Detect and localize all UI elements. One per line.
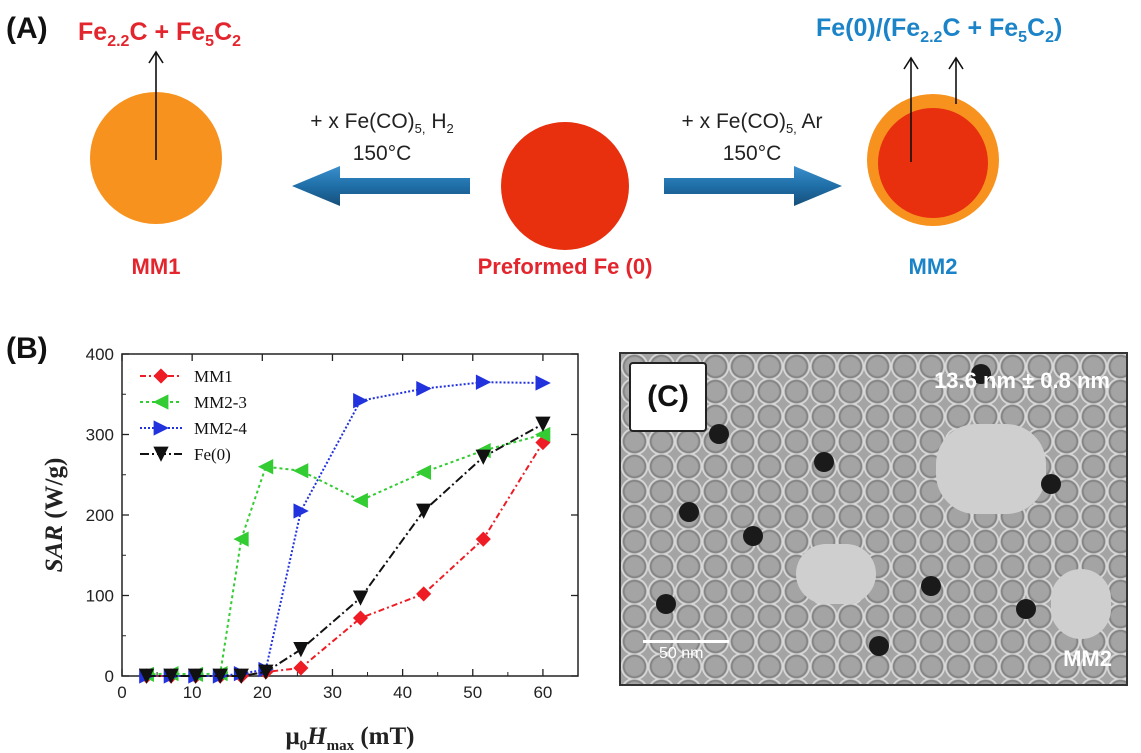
mm2-label: MM2 <box>908 254 958 279</box>
plot-frame <box>121 353 579 677</box>
data-point-Fe(0) <box>233 668 249 684</box>
panel-b-label: (B) <box>6 332 48 365</box>
x-tick-label: 20 <box>253 683 272 702</box>
data-point-MM2-4 <box>535 375 551 391</box>
tem-void-region <box>936 424 1046 514</box>
tem-scale-bar-label: 50 nm <box>659 645 704 662</box>
x-axis-label: μ0Hmax (mT) <box>285 723 414 753</box>
x-tick-label: 10 <box>183 683 202 702</box>
tem-image: (C) 13.6 nm ± 0.8 nm 50 nm MM2 <box>619 352 1128 686</box>
legend-label: MM2-3 <box>194 393 247 412</box>
data-point-MM1 <box>293 660 309 676</box>
x-tick-label: 0 <box>117 683 126 702</box>
x-tick-label: 30 <box>323 683 342 702</box>
x-tick-label: 40 <box>393 683 412 702</box>
mm1-label: MM1 <box>131 254 181 279</box>
data-point-MM1 <box>352 610 369 626</box>
legend-marker <box>153 394 169 410</box>
y-tick-label: 100 <box>86 587 114 606</box>
tem-scale-bar <box>643 640 729 643</box>
data-point-MM2-3 <box>233 531 249 547</box>
data-point-MM2-4 <box>293 503 309 519</box>
mm2-product-formula: Fe(0)/(Fe2.2C + Fe5C2) <box>816 14 1063 46</box>
tem-void-region <box>796 544 876 604</box>
data-point-Fe(0) <box>163 668 179 684</box>
legend-label: Fe(0) <box>194 445 231 464</box>
data-point-Fe(0) <box>535 416 551 432</box>
data-point-MM1 <box>475 531 491 547</box>
data-point-Fe(0) <box>138 668 155 684</box>
tem-void-region <box>1051 569 1111 639</box>
data-point-Fe(0) <box>475 449 491 465</box>
y-tick-label: 400 <box>86 345 114 364</box>
right-reaction-arrow <box>664 166 842 206</box>
sar-chart: 0 10 20 30 40 50 60 0 100 200 300 400 μ0Hmax (mT) SAR… <box>41 345 579 753</box>
legend-marker <box>153 420 169 436</box>
data-point-Fe(0) <box>188 668 204 684</box>
data-point-Fe(0) <box>258 664 274 680</box>
legend-marker <box>153 368 169 384</box>
data-point-Fe(0) <box>352 590 369 606</box>
synthesis-scheme <box>90 50 999 250</box>
y-tick-label: 0 <box>105 667 114 686</box>
series-line-MM2-3 <box>146 433 544 676</box>
data-point-MM2-3 <box>415 464 432 480</box>
y-tick-label: 200 <box>86 506 114 525</box>
data-point-MM2-3 <box>292 463 309 479</box>
data-point-MM2-4 <box>416 380 432 397</box>
mm1-product-formula: Fe2.2C + Fe5C2 <box>78 18 242 50</box>
data-point-MM2-3 <box>257 459 274 475</box>
data-point-MM2-4 <box>353 393 369 409</box>
data-point-Fe(0) <box>293 642 309 658</box>
series-line-MM1 <box>146 442 544 677</box>
data-point-MM1 <box>416 586 432 602</box>
panel-a-label: (A) <box>6 12 48 45</box>
data-point-Fe(0) <box>212 668 228 684</box>
tem-size-text: 13.6 nm ± 0.8 nm <box>934 368 1110 393</box>
data-point-MM2-3 <box>352 492 368 509</box>
left-reaction-condition: + x Fe(CO)5, H2 150°C <box>310 110 454 166</box>
legend-marker <box>153 446 169 462</box>
data-point-MM2-4 <box>475 374 492 390</box>
preformed-fe-label: Preformed Fe (0) <box>477 254 653 279</box>
mm2-core <box>878 108 988 218</box>
legend-label: MM2-4 <box>194 419 247 438</box>
right-reaction-condition: + x Fe(CO)5, Ar 150°C <box>681 110 823 166</box>
legend-label: MM1 <box>194 367 233 386</box>
x-tick-label: 50 <box>463 683 482 702</box>
preformed-fe-particle <box>501 122 629 250</box>
y-axis-label: SAR (W/g) <box>41 458 68 573</box>
x-tick-label: 60 <box>533 683 552 702</box>
mm1-pointer-arrowhead <box>148 50 164 64</box>
y-tick-label: 300 <box>86 426 114 445</box>
data-point-Fe(0) <box>416 503 432 519</box>
tem-sample-label: MM2 <box>1063 646 1112 671</box>
left-reaction-arrow <box>292 166 470 206</box>
panel-c-label: (C) <box>629 362 707 432</box>
